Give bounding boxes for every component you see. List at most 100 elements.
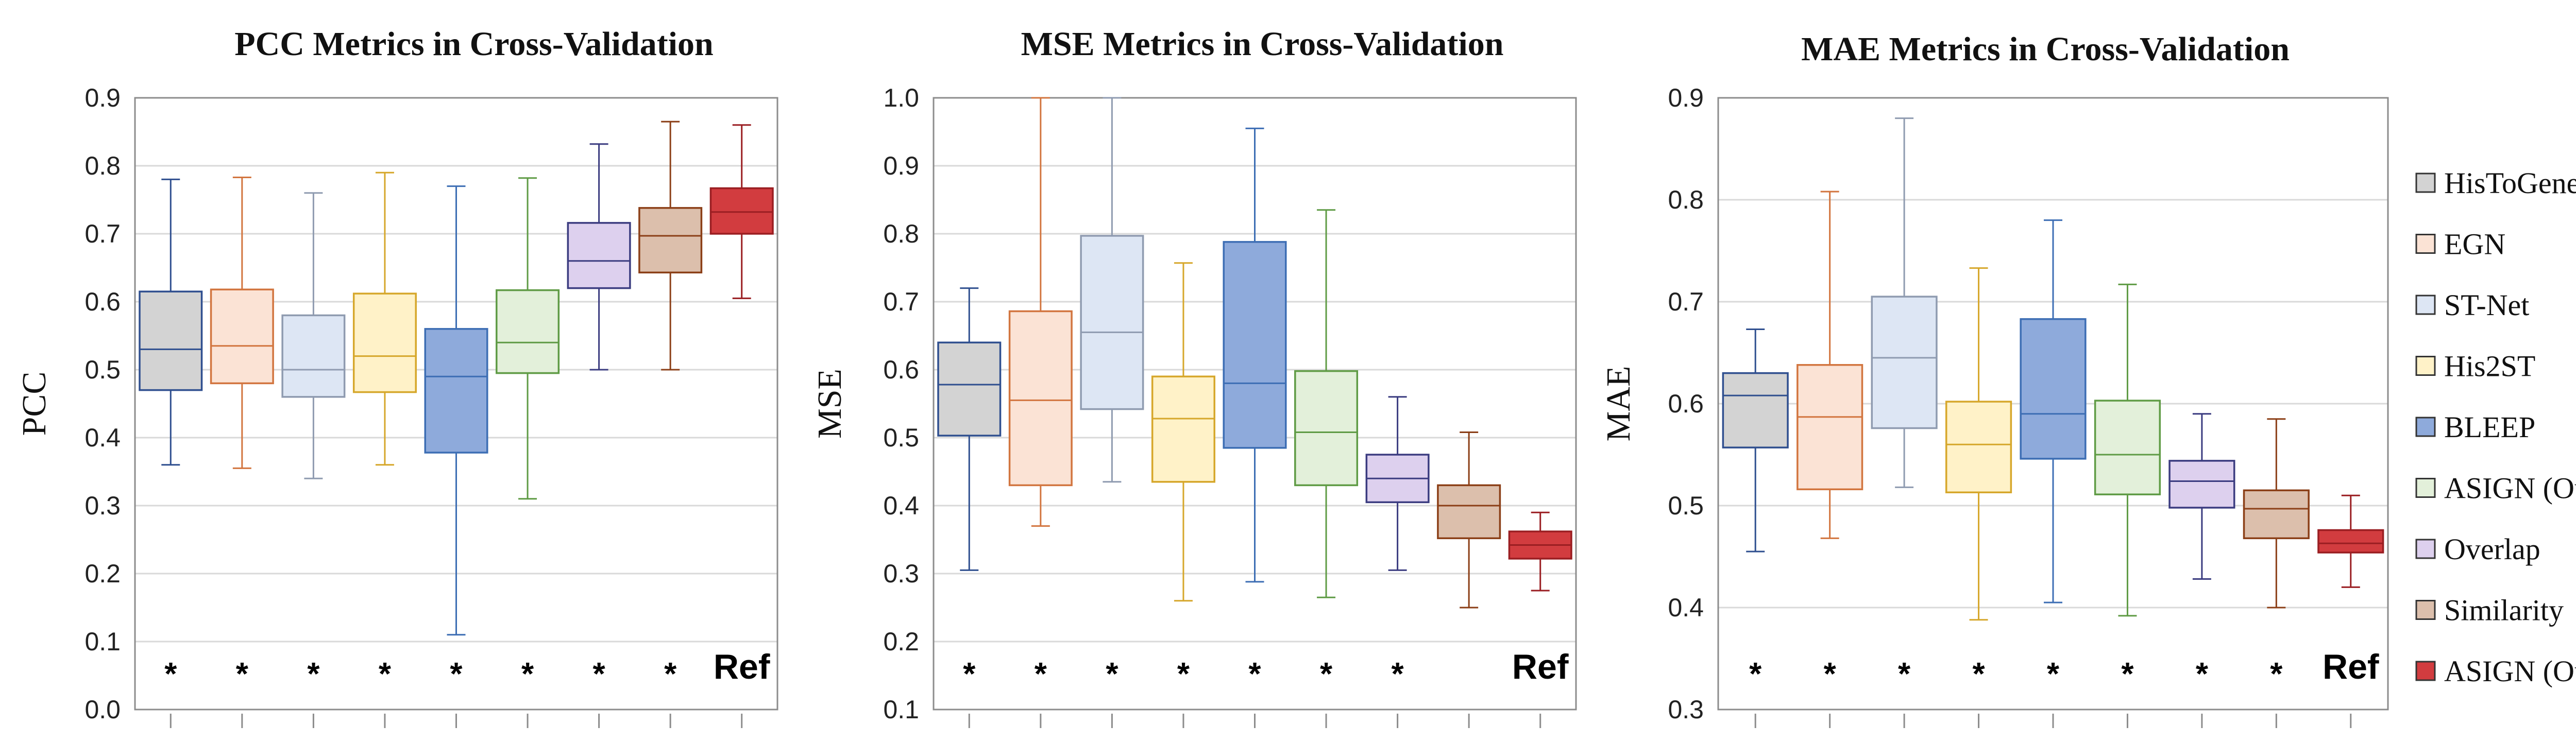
box-asign-ours-2d-: * — [496, 177, 560, 728]
plot-area-frame — [933, 97, 1577, 711]
legend-swatch — [2415, 172, 2436, 193]
box-body — [1080, 235, 1144, 410]
box-body — [2020, 318, 2087, 460]
legend-swatch — [2415, 417, 2436, 437]
y-tick-label: 0.7 — [883, 287, 919, 316]
significance-marker: * — [2121, 656, 2134, 692]
y-axis-label: PCC — [15, 372, 53, 436]
y-tick-label: 0.9 — [1668, 83, 1704, 112]
y-tick-label: 0.6 — [84, 287, 121, 316]
box-st-net: * — [1080, 97, 1144, 728]
significance-marker: * — [1749, 656, 1762, 692]
legend-item: BLEEP — [2415, 410, 2535, 444]
significance-marker: * — [1392, 656, 1404, 692]
significance-marker: * — [521, 656, 534, 692]
significance-marker: * — [2196, 656, 2209, 692]
box-egn: * — [1008, 97, 1073, 728]
significance-marker: * — [593, 656, 606, 692]
y-tick-label: 0.7 — [84, 219, 121, 248]
y-tick-label: 0.1 — [84, 627, 121, 656]
significance-marker: * — [164, 656, 177, 692]
y-axis-label: MSE — [811, 369, 849, 439]
box-egn: * — [210, 176, 274, 728]
box-body — [567, 222, 631, 289]
y-tick-label: 0.3 — [84, 491, 121, 520]
significance-marker: * — [1320, 656, 1333, 692]
significance-marker: * — [1035, 656, 1047, 692]
y-tick-label: 0.9 — [84, 83, 121, 112]
significance-marker: * — [1248, 656, 1261, 692]
box-body — [1871, 296, 1938, 429]
box-egn: * — [1797, 191, 1863, 728]
y-tick-label: 0.0 — [84, 695, 121, 724]
significance-marker: * — [450, 656, 463, 692]
significance-marker: * — [1898, 656, 1911, 692]
significance-marker: * — [2047, 656, 2060, 692]
box-asign-ours-3d-: Ref — [2317, 494, 2384, 728]
box-similarity: * — [638, 120, 703, 728]
legend-label: Overlap — [2444, 532, 2540, 566]
box-asign-ours-2d-: * — [1294, 209, 1359, 728]
legend-swatch — [2415, 295, 2436, 315]
y-tick-label: 0.6 — [1668, 389, 1704, 418]
plot-area-frame — [134, 97, 778, 711]
significance-marker: * — [379, 656, 392, 692]
legend-label: BLEEP — [2444, 410, 2535, 444]
box-st-net: * — [281, 192, 346, 728]
box-histogene: * — [937, 287, 1002, 728]
chart-panel-3: MAE Metrics in Cross-Validation MAE 0.3 0.4… — [1600, 30, 2389, 728]
y-tick-label: 0.9 — [883, 151, 919, 180]
box-asign-ours-3d-: Ref — [1508, 511, 1572, 728]
box-body — [139, 290, 203, 391]
legend-item: Similarity — [2415, 594, 2564, 627]
y-tick-label: 0.5 — [84, 355, 121, 384]
y-tick-label: 0.8 — [84, 151, 121, 180]
box-bleep: * — [424, 185, 488, 728]
y-tick-label: 0.4 — [1668, 593, 1704, 622]
box-st-net: * — [1871, 117, 1938, 728]
box-body — [1437, 484, 1501, 540]
legend-label: ASIGN (Ours 2D) — [2444, 472, 2576, 505]
significance-marker: * — [2270, 656, 2283, 692]
y-tick-label: 0.2 — [883, 627, 919, 656]
box-asign-ours-3d-: Ref — [709, 124, 774, 728]
reference-label: Ref — [714, 647, 770, 686]
box-his2st: * — [1945, 267, 2012, 728]
legend-item: HisToGene — [2415, 166, 2576, 200]
box-body — [2094, 400, 2161, 495]
chart-panels: PCC Metrics in Cross-Validation PCC 0.0 0.1… — [15, 25, 2389, 728]
y-tick-label: 0.5 — [1668, 491, 1704, 520]
legend-item: ASIGN (Ours 3D) — [2415, 654, 2576, 688]
box-body — [210, 288, 274, 385]
y-tick-label: 0.4 — [883, 491, 919, 520]
box-body — [709, 187, 774, 235]
chart-panel-1: PCC Metrics in Cross-Validation PCC 0.0 0.1… — [15, 25, 778, 728]
chart-title: MSE Metrics in Cross-Validation — [1021, 25, 1504, 63]
y-axis-label: MAE — [1600, 366, 1637, 442]
y-tick-label: 0.3 — [883, 559, 919, 588]
y-tick-label: 0.7 — [1668, 287, 1704, 316]
plot-area-frame — [1717, 97, 2389, 711]
y-tick-label: 0.1 — [883, 695, 919, 724]
box-similarity: * — [2243, 418, 2310, 728]
box-body — [281, 314, 346, 398]
significance-marker: * — [236, 656, 249, 692]
box-body — [1151, 375, 1215, 483]
legend-swatch — [2415, 234, 2436, 254]
y-tick-label: 0.8 — [883, 219, 919, 248]
chart-title: PCC Metrics in Cross-Validation — [234, 25, 713, 63]
chart-title: MAE Metrics in Cross-Validation — [1801, 30, 2290, 68]
legend-label: His2ST — [2444, 350, 2535, 383]
legend-item: EGN — [2415, 228, 2505, 261]
y-tick-label: 0.6 — [883, 355, 919, 384]
box-body — [2317, 529, 2384, 554]
legend-swatch — [2415, 478, 2436, 498]
significance-marker: * — [1972, 656, 1985, 692]
legend-label: HisToGene — [2444, 166, 2576, 200]
box-overlap: * — [567, 143, 631, 728]
legend-item: His2ST — [2415, 350, 2535, 383]
box-overlap: * — [1365, 396, 1430, 728]
significance-marker: * — [1106, 656, 1118, 692]
legend-label: ASIGN (Ours 3D) — [2444, 654, 2576, 688]
